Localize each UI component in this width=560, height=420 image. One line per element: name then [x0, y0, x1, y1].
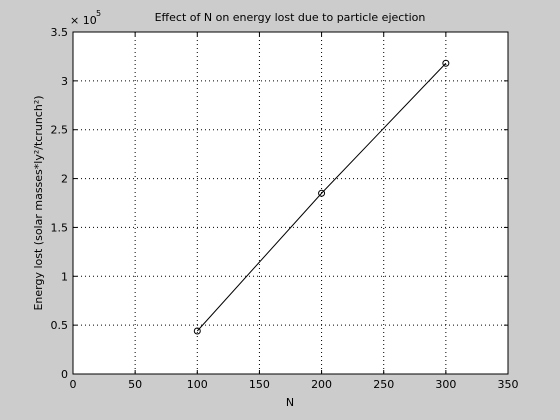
grid-lines — [73, 32, 508, 374]
x-tick-label: 0 — [70, 378, 77, 391]
y-tick-label: 1 — [61, 270, 68, 283]
data-point-marker — [318, 189, 326, 197]
y-tick-label: 2.5 — [51, 124, 69, 137]
x-tick-labels: 0 50 100 150 200 250 300 350 — [70, 378, 519, 391]
y-tick-label: 1.5 — [51, 221, 69, 234]
y-tick-label: 0.5 — [51, 319, 69, 332]
data-point-marker — [442, 59, 450, 67]
x-axis-label: N — [286, 396, 294, 409]
y-tick-label: 3.5 — [51, 26, 69, 39]
x-tick-label: 50 — [128, 378, 142, 391]
y-tick-label: 3 — [61, 75, 68, 88]
y-axis-label: Energy lost (solar masses*ly²/tcrunch²) — [32, 95, 45, 310]
x-tick-label: 250 — [373, 378, 394, 391]
y-exponent-power: 5 — [96, 9, 101, 18]
y-exponent-base: × 10 — [70, 14, 97, 27]
x-tick-label: 100 — [187, 378, 208, 391]
axes-box — [72, 31, 509, 375]
data-point-marker — [193, 327, 201, 335]
x-tick-label: 350 — [498, 378, 519, 391]
y-tick-labels: 0 0.5 1 1.5 2 2.5 3 3.5 — [51, 26, 69, 381]
plot-area — [73, 32, 508, 374]
x-tick-label: 300 — [435, 378, 456, 391]
series-line — [196, 62, 447, 332]
y-tick-label: 0 — [61, 368, 68, 381]
chart-title: Effect of N on energy lost due to partic… — [155, 11, 426, 24]
series-layer — [193, 59, 450, 335]
x-tick-label: 150 — [249, 378, 270, 391]
x-tick-label: 200 — [311, 378, 332, 391]
y-tick-label: 2 — [61, 173, 68, 186]
